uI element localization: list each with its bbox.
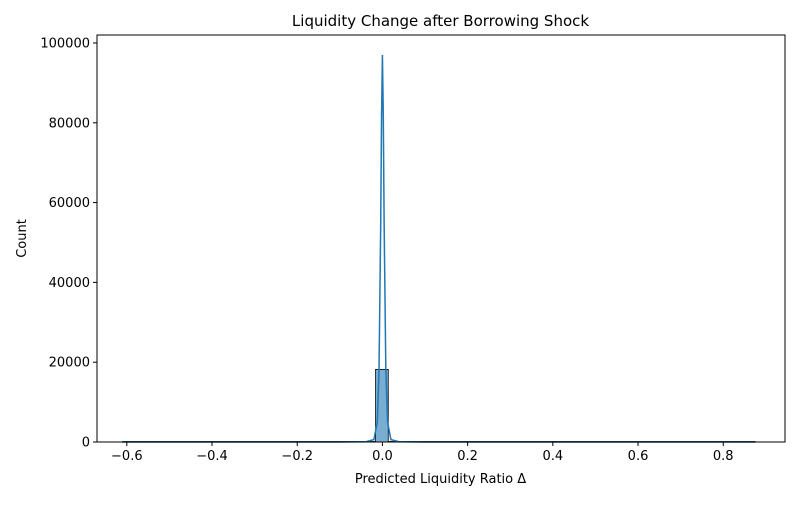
- y-tick-label: 100000: [40, 36, 90, 51]
- x-axis-title: Predicted Liquidity Ratio Δ: [355, 472, 526, 487]
- y-tick-label: 40000: [49, 276, 90, 291]
- chart-title: Liquidity Change after Borrowing Shock: [292, 12, 589, 30]
- kde-layer: [122, 54, 756, 443]
- y-tick-label: 0: [82, 436, 90, 451]
- plot-frame: [96, 34, 786, 443]
- x-tick-label: −0.4: [196, 449, 228, 464]
- y-tick-label: 80000: [49, 116, 90, 131]
- y-tick-label: 60000: [49, 196, 90, 211]
- x-tick-label: 0.4: [542, 449, 563, 464]
- y-axis-title: Count: [15, 219, 30, 258]
- x-tick-label: 0.2: [457, 449, 478, 464]
- x-tick-label: 0.6: [628, 449, 649, 464]
- bars-layer: [122, 368, 756, 443]
- x-tick-label: 0.8: [713, 449, 734, 464]
- y-axis: 0 20000 40000 60000 80000 100000: [40, 36, 97, 451]
- kde-curve: [122, 54, 756, 443]
- x-tick-label: −0.2: [281, 449, 313, 464]
- x-tick-label: −0.6: [111, 449, 143, 464]
- x-tick-label: 0.0: [372, 449, 393, 464]
- y-tick-label: 20000: [49, 356, 90, 371]
- x-axis: −0.6 −0.4 −0.2 0.0 0.2 0.4 0.6 0.8: [111, 442, 734, 464]
